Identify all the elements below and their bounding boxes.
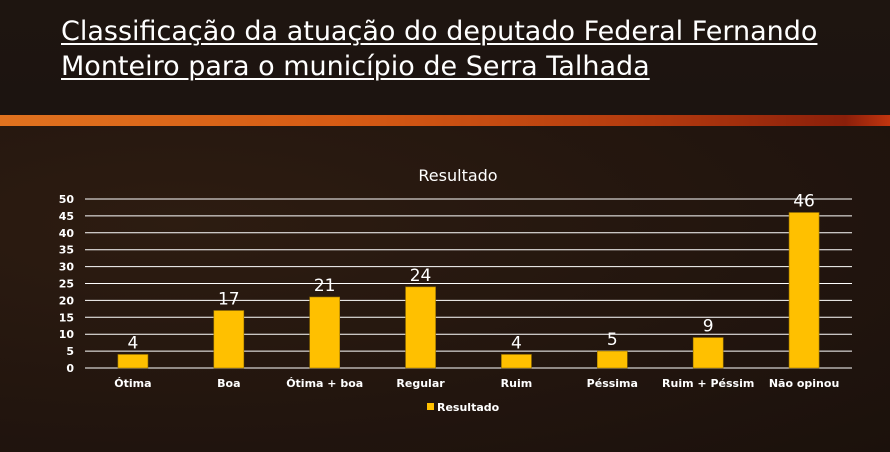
legend-swatch xyxy=(427,403,434,410)
data-label: 5 xyxy=(607,330,618,350)
y-tick-label: 15 xyxy=(59,311,74,324)
x-tick-label: Boa xyxy=(217,377,240,390)
bar xyxy=(501,354,532,369)
bar xyxy=(117,354,149,369)
x-tick-label: Regular xyxy=(396,377,445,390)
chart-background xyxy=(0,126,890,452)
chart-title: Resultado xyxy=(418,166,497,185)
y-tick-label: 50 xyxy=(59,193,75,206)
x-tick-label: Péssima xyxy=(587,377,638,390)
bar xyxy=(213,310,245,369)
x-tick-label: Ruim xyxy=(501,377,533,390)
x-tick-label: Ótima + boa xyxy=(286,377,363,390)
bar xyxy=(788,212,820,369)
bar xyxy=(405,286,436,369)
y-tick-label: 5 xyxy=(66,345,74,358)
legend-label: Resultado xyxy=(437,401,500,414)
y-tick-label: 40 xyxy=(59,227,75,240)
data-label: 46 xyxy=(793,192,815,212)
data-label: 4 xyxy=(511,333,522,353)
x-tick-label: Não opinou xyxy=(769,377,839,390)
y-tick-label: 10 xyxy=(59,328,75,341)
data-label: 21 xyxy=(314,276,336,296)
data-label: 9 xyxy=(703,317,714,337)
x-tick-label: Ruim + Péssim xyxy=(662,377,754,390)
y-tick-label: 0 xyxy=(66,362,74,375)
bar xyxy=(597,350,628,369)
data-label: 4 xyxy=(128,333,139,353)
slide-title: Classificação da atuação do deputado Fed… xyxy=(61,16,818,82)
x-tick-label: Ótima xyxy=(114,377,151,390)
data-label: 17 xyxy=(218,290,240,310)
y-tick-label: 20 xyxy=(59,294,75,307)
bar xyxy=(692,337,724,369)
bar xyxy=(309,296,340,369)
data-label: 24 xyxy=(410,266,432,286)
y-tick-label: 25 xyxy=(59,278,74,291)
y-tick-label: 35 xyxy=(59,244,74,257)
y-tick-label: 45 xyxy=(59,210,74,223)
orange-accent-band xyxy=(0,115,890,126)
y-tick-label: 30 xyxy=(59,261,75,274)
